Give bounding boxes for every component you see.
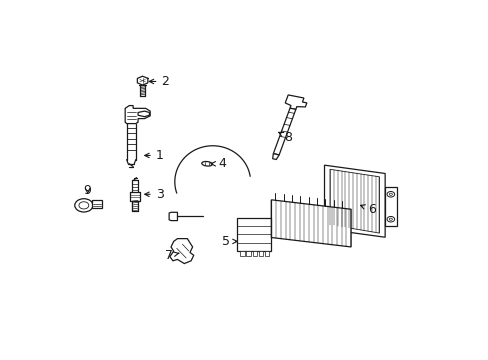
Text: 1: 1 (144, 149, 163, 162)
Polygon shape (92, 201, 102, 208)
Bar (246, 251, 250, 256)
Bar (240, 251, 244, 256)
Polygon shape (329, 169, 379, 233)
Bar (258, 251, 263, 256)
Circle shape (386, 192, 394, 197)
Polygon shape (285, 95, 306, 109)
Polygon shape (324, 165, 385, 237)
Polygon shape (125, 105, 150, 123)
Polygon shape (273, 108, 295, 155)
Text: 3: 3 (144, 188, 163, 201)
Bar (264, 251, 268, 256)
Polygon shape (271, 200, 350, 247)
Text: 4: 4 (211, 157, 225, 170)
Polygon shape (385, 187, 396, 226)
Ellipse shape (202, 162, 212, 166)
Polygon shape (169, 239, 193, 264)
Polygon shape (138, 111, 149, 117)
Bar (252, 251, 257, 256)
Polygon shape (169, 212, 177, 221)
Circle shape (386, 216, 394, 222)
Text: 8: 8 (278, 131, 292, 144)
Text: 7: 7 (165, 249, 179, 262)
Circle shape (388, 218, 391, 220)
Circle shape (388, 193, 391, 195)
Polygon shape (272, 154, 279, 159)
Text: 9: 9 (83, 184, 91, 197)
Circle shape (75, 199, 93, 212)
Text: 2: 2 (149, 75, 169, 88)
Text: 6: 6 (360, 203, 375, 216)
Bar (237, 218, 271, 251)
Text: 5: 5 (222, 235, 237, 248)
Circle shape (79, 202, 89, 209)
